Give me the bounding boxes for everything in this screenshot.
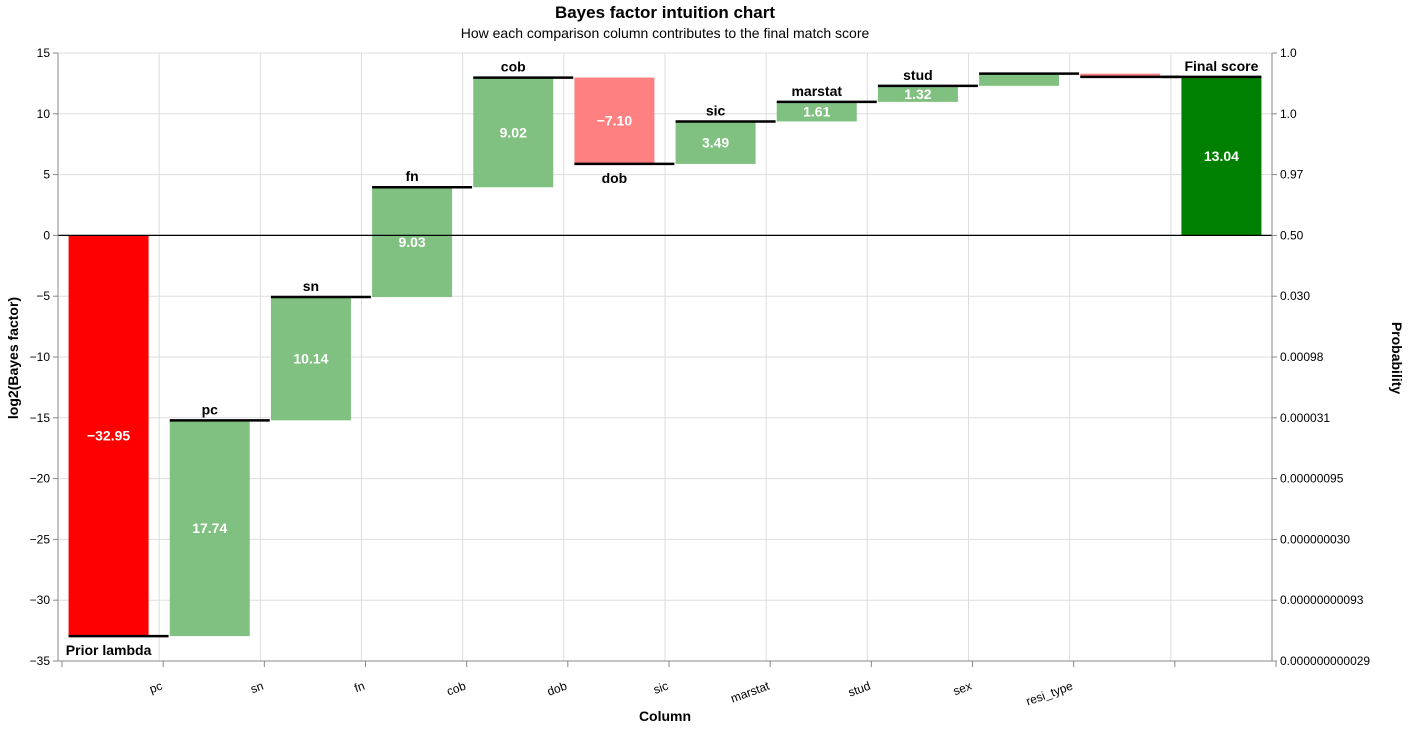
y-tick-label: 5 (43, 168, 50, 182)
bar-value-label: −32.95 (87, 428, 130, 444)
x-tick-label: sex (951, 679, 973, 699)
x-tick-label: fn (352, 679, 366, 696)
y2-tick-label: 1.0 (1280, 107, 1297, 121)
bar-column-label: fn (405, 168, 418, 184)
y-tick-label: −15 (30, 411, 51, 425)
y2-tick-label: 0.000031 (1280, 411, 1330, 425)
bar-value-label: 9.03 (398, 234, 425, 250)
bar (372, 187, 453, 298)
bar (473, 77, 554, 188)
bar-value-label: 17.74 (192, 520, 227, 536)
y2-tick-label: 0.000000030 (1280, 532, 1350, 546)
bar-value-label: 10.14 (293, 351, 328, 367)
bar-value-label: 1.61 (803, 104, 830, 120)
y2-tick-label: 0.97 (1280, 168, 1304, 182)
y2-tick-label: 0.030 (1280, 289, 1310, 303)
x-tick-label: marstat (729, 678, 772, 705)
bar-value-label: 9.02 (500, 124, 527, 140)
labels: −32.95 Prior lambda 17.74 pc 10.14 sn 9.03 fn 9.… (66, 58, 1259, 658)
x-tick-label: stud (846, 679, 872, 700)
y-axis-title: log2(Bayes factor) (5, 297, 21, 419)
bar (979, 73, 1060, 86)
bar-column-label: sn (303, 278, 319, 294)
y2-tick-label: 0.00000000093 (1280, 593, 1364, 607)
bar-column-label: cob (501, 59, 526, 75)
bar (1181, 76, 1262, 236)
y-tick-label: −35 (30, 654, 51, 668)
bar-column-label: Final score (1184, 58, 1258, 74)
y-tick-label: 0 (43, 228, 50, 242)
bars (68, 72, 1262, 638)
x-tick-label: resi_type (1024, 679, 1075, 709)
y-tick-label: −5 (36, 289, 50, 303)
y-tick-label: −10 (30, 350, 51, 364)
y2-tick-label: 0.00000095 (1280, 472, 1344, 486)
y-tick-label: 15 (37, 46, 51, 60)
y-tick-label: 10 (37, 107, 51, 121)
bar-column-label: dob (602, 170, 628, 186)
bar (1080, 73, 1161, 77)
bar-column-label: marstat (791, 83, 842, 99)
bar (776, 101, 857, 122)
x-axis-title: Column (639, 708, 691, 724)
y-tick-label: −25 (30, 532, 51, 546)
bar-value-label: 3.49 (702, 135, 729, 151)
x-tick-label: pc (147, 679, 164, 696)
y2-tick-label: 1.0 (1280, 46, 1297, 60)
x-tick-label: cob (445, 679, 468, 699)
x-tick-label: sic (651, 679, 670, 697)
y2-tick-label: 0.00098 (1280, 350, 1324, 364)
y2-tick-label: 0.000000000029 (1280, 654, 1370, 668)
bar (675, 121, 756, 164)
chart-title: Bayes factor intuition chart (555, 3, 775, 22)
bar (877, 85, 958, 102)
bar (169, 420, 250, 637)
x-tick-label: dob (545, 679, 569, 699)
bar-column-label: pc (202, 401, 219, 417)
y-tick-label: −30 (30, 593, 51, 607)
y2-tick-label: 0.50 (1280, 228, 1304, 242)
y-tick-label: −20 (30, 472, 51, 486)
bar-value-label: −7.10 (597, 113, 633, 129)
bar-value-label: 1.32 (904, 86, 931, 102)
bar (68, 235, 149, 637)
bar-column-label: Prior lambda (66, 642, 152, 658)
bar-column-label: stud (903, 67, 933, 83)
bar (574, 77, 655, 164)
bar-value-label: 13.04 (1204, 148, 1239, 164)
y2-axis-title: Probability (1389, 322, 1405, 395)
bar (270, 297, 351, 421)
x-tick-label: sn (249, 679, 266, 696)
chart-subtitle: How each comparison column contributes t… (461, 25, 870, 41)
bar-column-label: sic (706, 102, 726, 118)
